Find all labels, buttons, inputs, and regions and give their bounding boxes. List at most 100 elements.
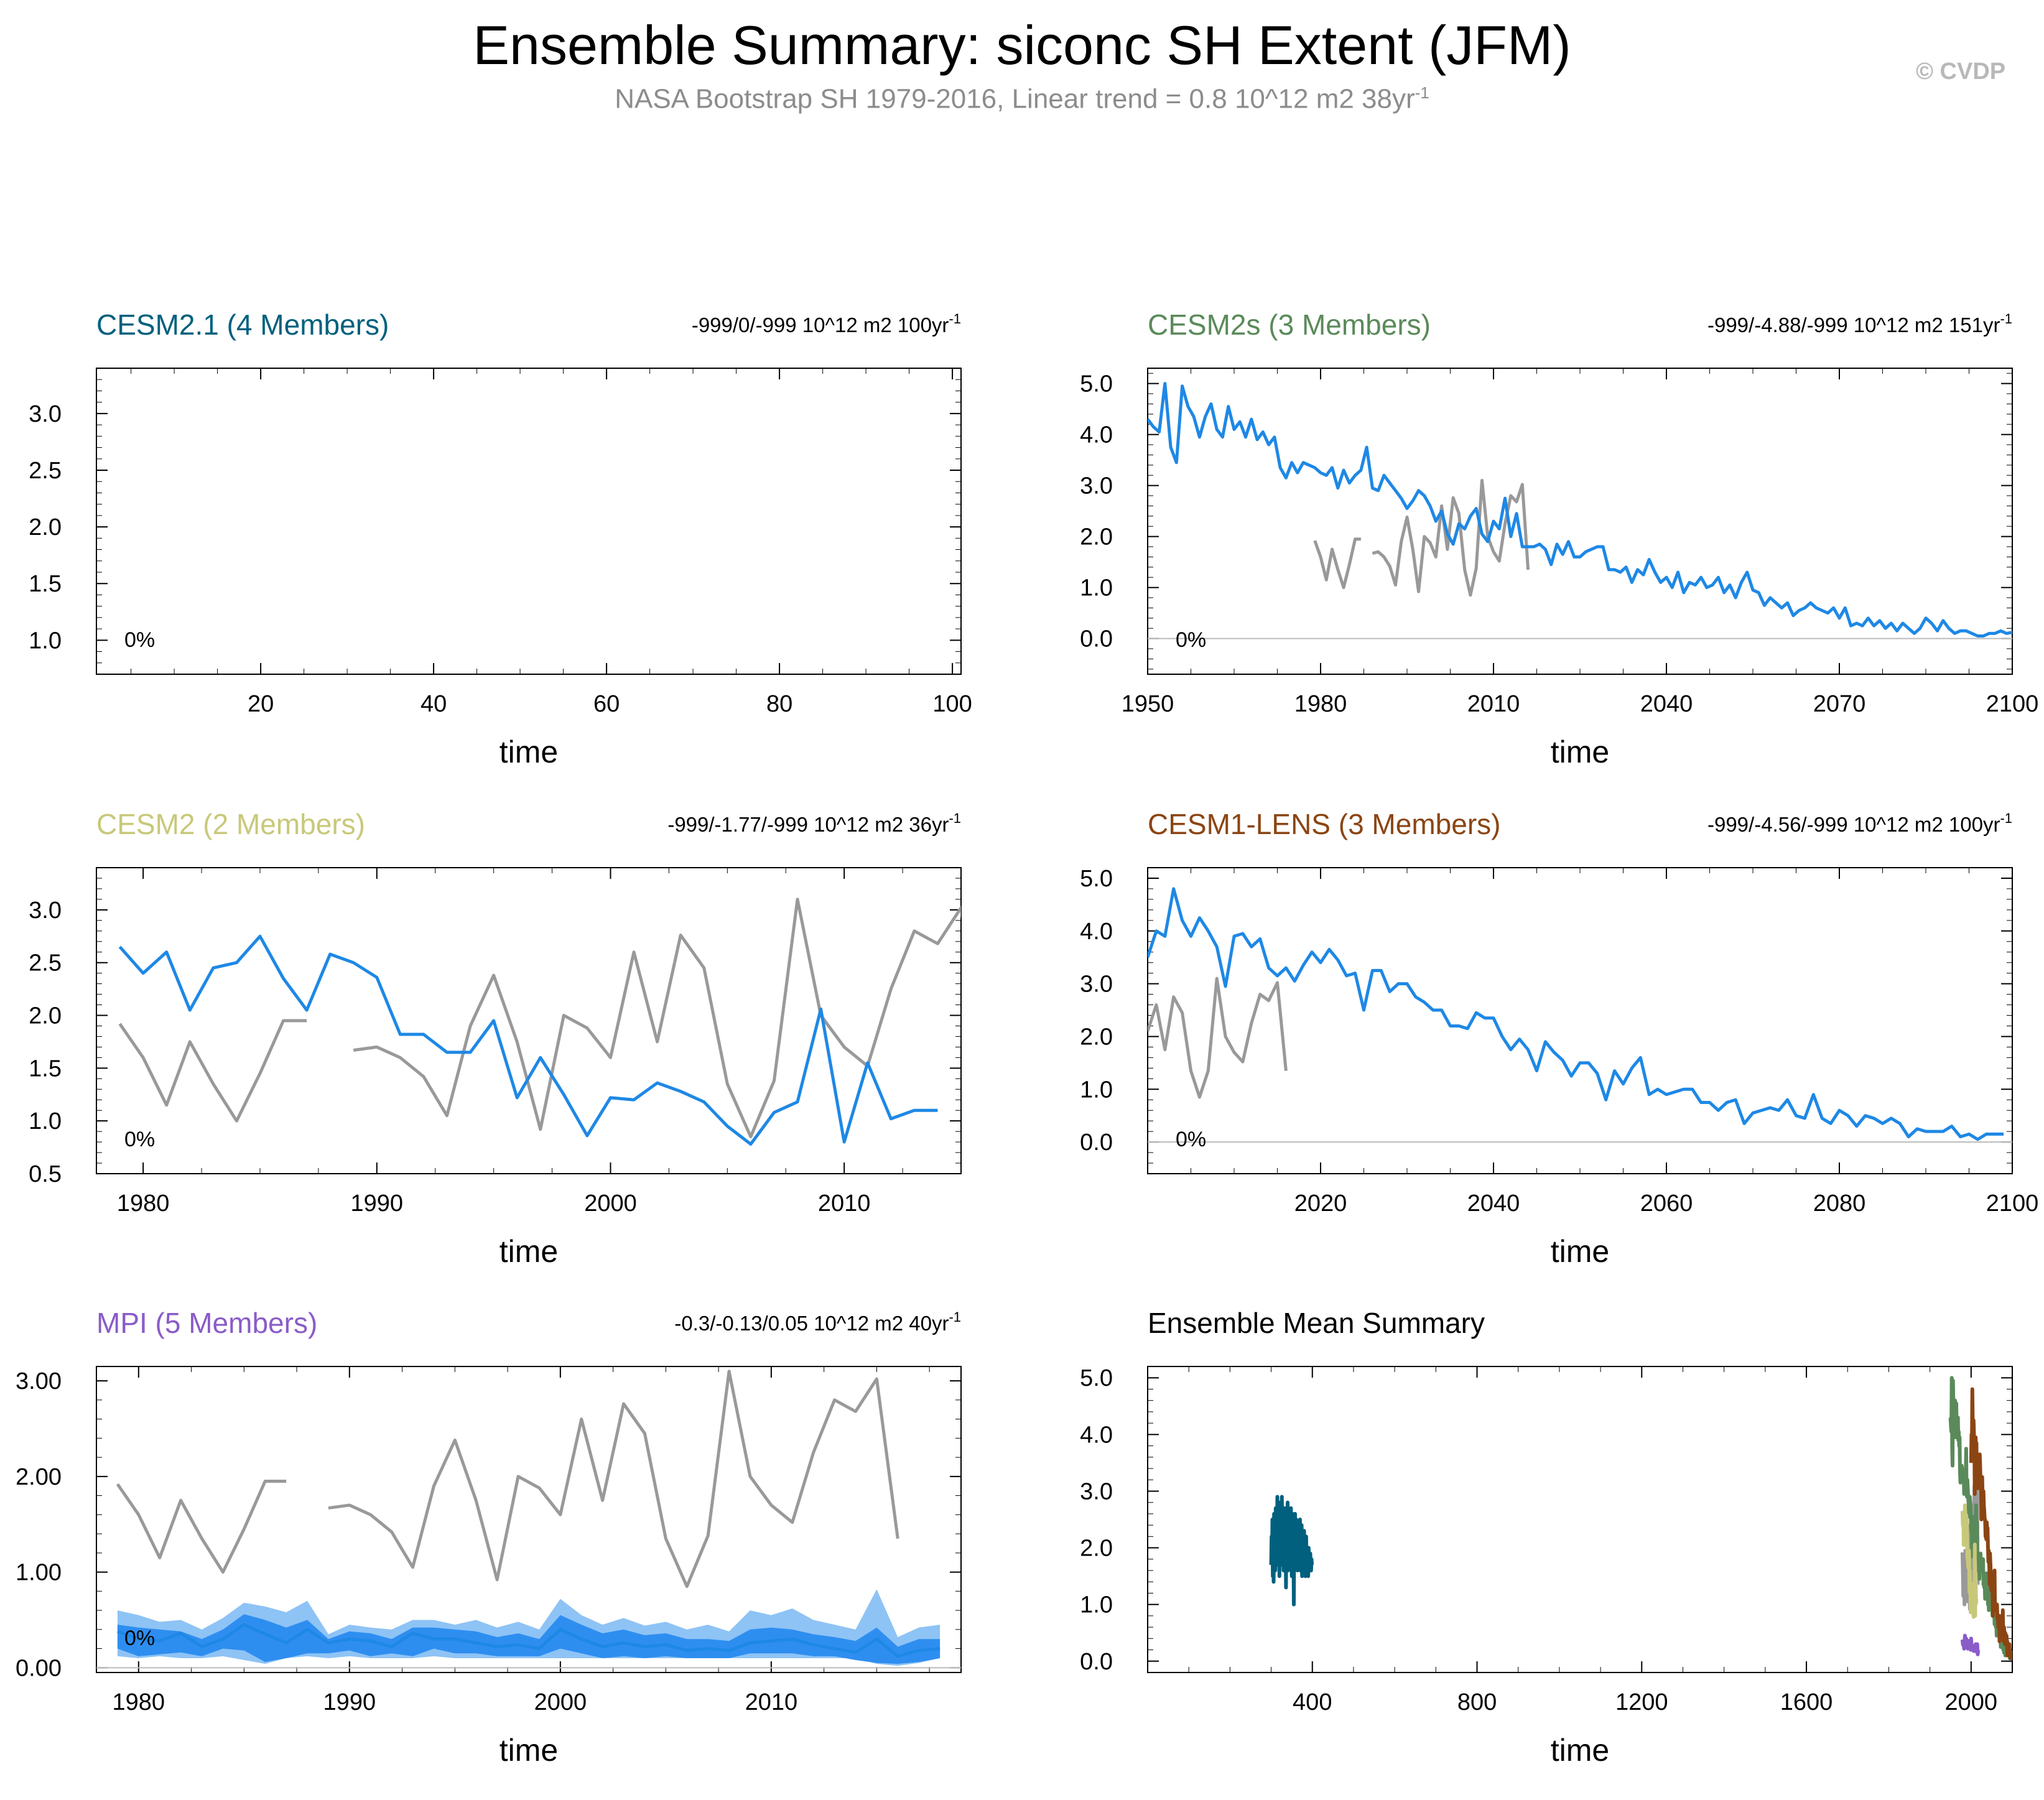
trend-value: -999/0/-999 10^12 m2 100yr (692, 313, 949, 336)
y-tick-label: 2.0 (1080, 1536, 1113, 1562)
plot-frame (96, 867, 962, 1174)
y-tick-label: 4.0 (1080, 919, 1113, 945)
percent-label: 0% (124, 1128, 155, 1151)
series-line-ens (117, 1623, 941, 1658)
y-tick-label: 1.00 (16, 1560, 62, 1586)
x-tick-label: 60 (593, 691, 620, 717)
series-line-obs (116, 1370, 899, 1589)
plot-frame (1147, 867, 2013, 1174)
panel-cesm21: CESM2.1 (4 Members) -999/0/-999 10^12 m2 … (29, 309, 972, 769)
y-tick-label: 2.5 (29, 458, 62, 484)
y-tick-label: 2.00 (16, 1464, 62, 1490)
x-tick-label: 2040 (1640, 691, 1693, 717)
trend-text: -999/-4.56/-999 10^12 m2 100yr-1 (1707, 810, 2012, 836)
series-line-mpi (1960, 1633, 1981, 1656)
y-tick-label: 1.0 (1080, 1077, 1113, 1103)
x-tick-label: 1980 (117, 1190, 170, 1217)
plot-area (1269, 1376, 2012, 1661)
credit-label: © CVDP (1916, 58, 2006, 85)
y-tick-label: 3.00 (16, 1368, 62, 1394)
y-tick-label: 5.0 (1080, 866, 1113, 892)
x-tick-label: 1980 (113, 1689, 165, 1715)
page-subtitle: NASA Bootstrap SH 1979-2016, Linear tren… (0, 83, 2044, 115)
x-tick-label: 2080 (1813, 1190, 1866, 1217)
y-tick-label: 4.0 (1080, 422, 1113, 448)
page-title: Ensemble Summary: siconc SH Extent (JFM) (473, 14, 1571, 76)
panel-title: CESM2.1 (4 Members) (96, 309, 389, 341)
y-tick-label: 2.0 (1080, 1024, 1113, 1050)
plot-frame (96, 1366, 962, 1673)
x-axis-label: time (499, 1733, 558, 1768)
percent-label: 0% (1176, 1128, 1206, 1151)
series-line-ens (118, 934, 938, 1146)
x-tick-label: 1990 (351, 1190, 404, 1217)
y-tick-label: 3.0 (29, 898, 62, 924)
trend-text: -0.3/-0.13/0.05 10^12 m2 40yr-1 (674, 1309, 961, 1335)
panel-title: CESM1-LENS (3 Members) (1148, 808, 1500, 840)
panel-cesm2s: CESM2s (3 Members) -999/-4.88/-999 10^12 … (1080, 309, 2038, 769)
series-line-cesm21 (1269, 1495, 1314, 1607)
series-line-lens (1969, 1387, 2012, 1661)
trend-superscript: -1 (2000, 810, 2012, 826)
series-line-cesm2 (1960, 1503, 1979, 1619)
x-axis-label: time (499, 1234, 558, 1269)
y-tick-label: 1.0 (29, 628, 62, 654)
trend-value: -999/-4.88/-999 10^12 m2 151yr (1707, 313, 2000, 336)
y-tick-label: 3.0 (29, 401, 62, 427)
trend-value: -0.3/-0.13/0.05 10^12 m2 40yr (674, 1312, 949, 1335)
panel-mpi: MPI (5 Members) -0.3/-0.13/0.05 10^12 m2 … (16, 1307, 962, 1768)
x-tick-label: 100 (932, 691, 972, 717)
y-tick-label: 1.0 (1080, 1592, 1113, 1618)
x-tick-label: 20 (248, 691, 274, 717)
x-tick-label: 800 (1457, 1689, 1497, 1715)
y-tick-label: 5.0 (1080, 1365, 1113, 1391)
y-tick-label: 0.0 (1080, 1130, 1113, 1156)
trend-value: -999/-1.77/-999 10^12 m2 36yr (667, 813, 949, 836)
panel-title: MPI (5 Members) (96, 1307, 317, 1339)
x-tick-label: 2000 (1945, 1689, 1998, 1715)
x-tick-label: 2020 (1294, 1190, 1347, 1217)
y-tick-label: 2.0 (1080, 524, 1113, 550)
plot-frame (1147, 1366, 2013, 1673)
x-tick-label: 1950 (1122, 691, 1174, 717)
series-line-obs (118, 898, 961, 1139)
x-tick-label: 2000 (534, 1689, 587, 1715)
y-tick-label: 0.0 (1080, 626, 1113, 652)
x-tick-label: 1980 (1294, 691, 1347, 717)
y-tick-label: 2.0 (29, 1003, 62, 1029)
x-tick-label: 1990 (323, 1689, 376, 1715)
x-axis-label: time (1551, 735, 1609, 769)
percent-label: 0% (124, 628, 155, 652)
plot-area (96, 1370, 961, 1669)
series-line-obs (1148, 977, 1288, 1099)
x-tick-label: 2060 (1640, 1190, 1693, 1217)
y-tick-label: 4.0 (1080, 1422, 1113, 1448)
panel-mean: Ensemble Mean Summary 0.0 1.0 2.0 3.0 4.0 5.0 4… (1080, 1307, 2013, 1768)
y-tick-label: 2.0 (29, 514, 62, 540)
x-tick-label: 80 (766, 691, 792, 717)
x-axis-label: time (499, 735, 558, 769)
subtitle-text: NASA Bootstrap SH 1979-2016, Linear tren… (615, 83, 1415, 114)
y-tick-label: 2.5 (29, 950, 62, 977)
plot-area (1148, 382, 2012, 639)
trend-superscript: -1 (949, 1309, 961, 1325)
y-tick-label: 0.0 (1080, 1649, 1113, 1675)
trend-value: -999/-4.56/-999 10^12 m2 100yr (1707, 813, 2000, 836)
series-line-ens (1148, 887, 2004, 1141)
y-tick-label: 3.0 (1080, 1478, 1113, 1505)
x-tick-label: 2010 (745, 1689, 798, 1715)
percent-label: 0% (1176, 628, 1206, 652)
trend-superscript: -1 (2000, 311, 2012, 327)
trend-superscript: -1 (949, 810, 961, 826)
x-tick-label: 2000 (584, 1190, 637, 1217)
series-line-ens (1148, 382, 2012, 638)
trend-text: -999/-1.77/-999 10^12 m2 36yr-1 (667, 810, 961, 836)
x-tick-label: 2040 (1467, 1190, 1520, 1217)
trend-text: -999/-4.88/-999 10^12 m2 151yr-1 (1707, 311, 2012, 336)
panel-lens: CESM1-LENS (3 Members) -999/-4.56/-999 10… (1080, 808, 2038, 1269)
x-tick-label: 1200 (1615, 1689, 1668, 1715)
plot-frame (1147, 368, 2013, 675)
trend-superscript: -1 (949, 311, 961, 327)
panel-cesm2: CESM2 (2 Members) -999/-1.77/-999 10^12 m… (29, 808, 962, 1269)
y-tick-label: 3.0 (1080, 473, 1113, 499)
